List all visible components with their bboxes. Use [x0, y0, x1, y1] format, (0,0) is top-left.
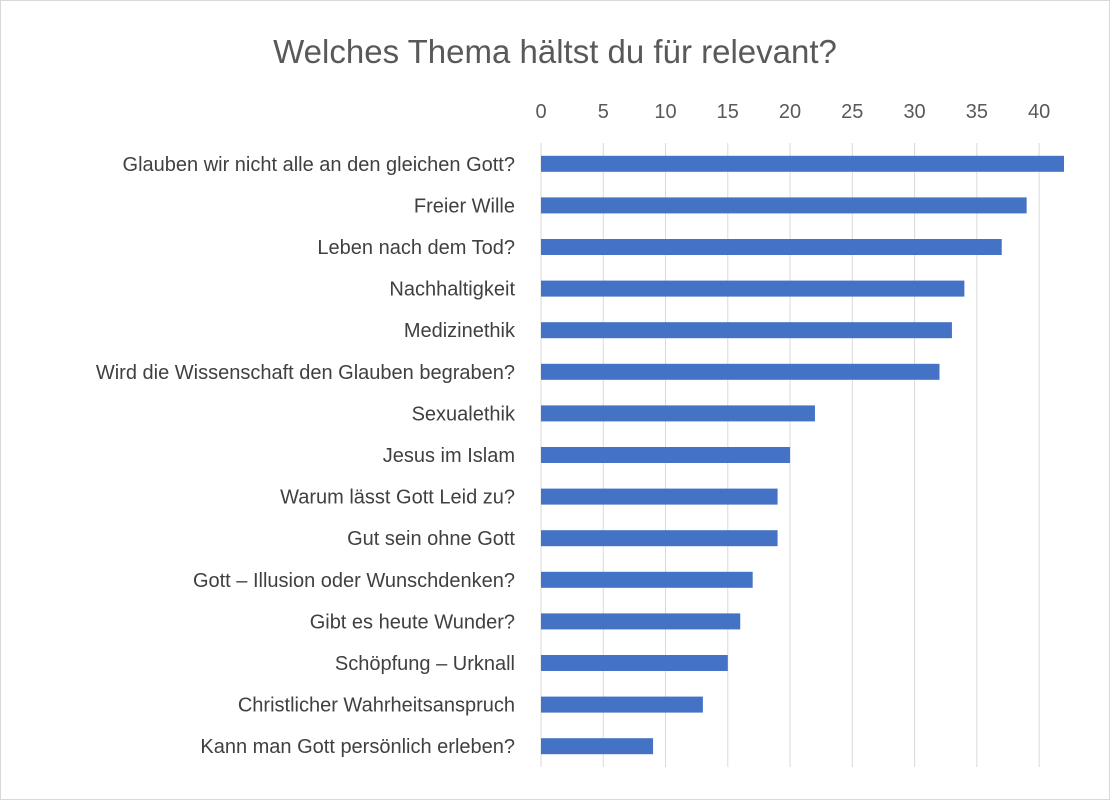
bar	[541, 239, 1002, 255]
bars	[541, 155, 1064, 755]
bar	[541, 155, 1064, 172]
category-label: Nachhaltigkeit	[389, 279, 515, 301]
category-label: Sexualethik	[412, 403, 516, 425]
bar	[541, 197, 1027, 214]
bar	[541, 738, 654, 755]
category-label: Kann man Gott persönlich erleben?	[200, 736, 515, 758]
bar	[541, 655, 728, 671]
category-label: Jesus im Islam	[383, 445, 515, 467]
x-tick-label: 0	[535, 101, 546, 123]
x-tick-label: 5	[598, 101, 609, 123]
x-tick-label: 20	[779, 101, 801, 123]
category-label: Leben nach dem Tod?	[317, 237, 515, 259]
bar	[541, 363, 940, 380]
bar	[541, 405, 815, 422]
category-label: Wird die Wissenschaft den Glauben begrab…	[96, 362, 515, 384]
x-axis-ticks: 0 5 10 15 20 25 30 35 40	[535, 101, 1050, 123]
bar	[541, 447, 791, 463]
x-tick-label: 40	[1028, 101, 1050, 123]
category-label: Gibt es heute Wunder?	[310, 611, 515, 633]
x-tick-label: 30	[903, 101, 925, 123]
category-label: Gott – Illusion oder Wunschdenken?	[193, 570, 515, 592]
category-label: Glauben wir nicht alle an den gleichen G…	[123, 154, 515, 176]
bar	[541, 613, 741, 630]
bar	[541, 696, 703, 713]
category-label: Schöpfung – Urknall	[335, 653, 515, 675]
category-labels: Glauben wir nicht alle an den gleichen G…	[96, 154, 516, 758]
x-tick-label: 15	[717, 101, 739, 123]
chart-title: Welches Thema hältst du für relevant?	[273, 33, 837, 70]
category-label: Medizinethik	[404, 320, 516, 342]
x-tick-label: 35	[966, 101, 988, 123]
bar	[541, 322, 952, 339]
category-label: Freier Wille	[414, 195, 515, 217]
category-label: Warum lässt Gott Leid zu?	[280, 487, 515, 509]
x-tick-label: 25	[841, 101, 863, 123]
category-label: Gut sein ohne Gott	[347, 528, 515, 550]
bar	[541, 530, 778, 547]
bar	[541, 488, 778, 505]
x-tick-label: 10	[654, 101, 676, 123]
bar	[541, 571, 753, 588]
bar	[541, 280, 965, 297]
category-label: Christlicher Wahrheitsanspruch	[238, 695, 515, 717]
